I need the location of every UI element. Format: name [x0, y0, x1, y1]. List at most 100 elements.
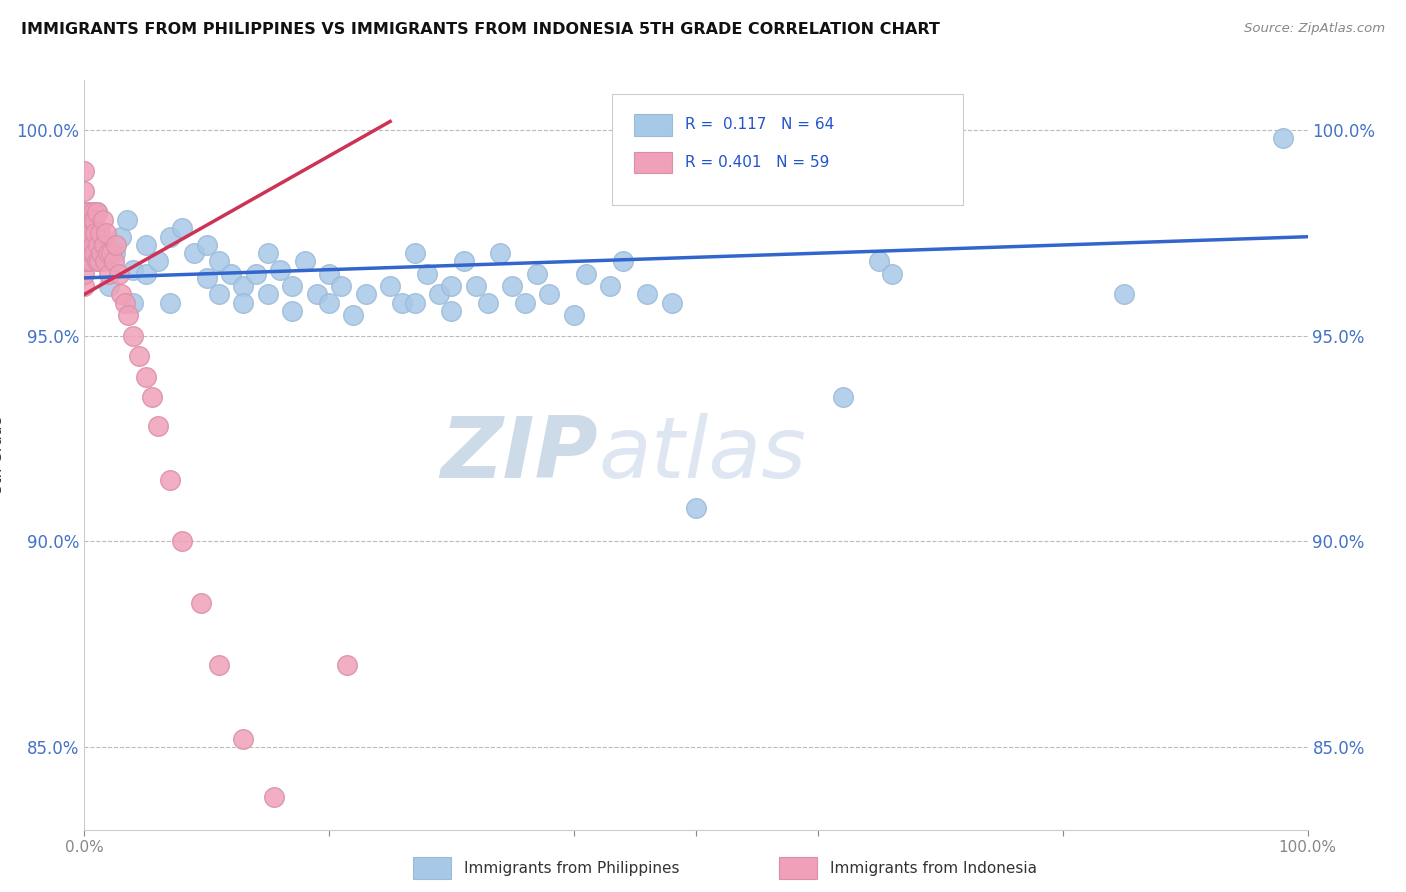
- Point: [159, 229, 181, 244]
- Point: [80, 246, 103, 260]
- Point: [91, 254, 114, 268]
- Point: [440, 303, 463, 318]
- Point: [172, 534, 194, 549]
- Point: [122, 295, 145, 310]
- Point: [195, 271, 218, 285]
- Point: [73, 267, 96, 281]
- Point: [232, 731, 254, 746]
- Point: [94, 254, 117, 268]
- Point: [73, 279, 96, 293]
- Point: [172, 221, 194, 235]
- Point: [97, 267, 120, 281]
- Point: [110, 229, 132, 244]
- Point: [73, 164, 96, 178]
- Point: [575, 267, 598, 281]
- Point: [91, 213, 114, 227]
- Point: [103, 254, 125, 268]
- Point: [82, 205, 104, 219]
- Point: [76, 238, 98, 252]
- Point: [489, 246, 512, 260]
- Point: [86, 254, 108, 268]
- Point: [89, 226, 111, 240]
- Point: [599, 279, 621, 293]
- Point: [141, 390, 163, 404]
- Point: [183, 246, 205, 260]
- Point: [87, 238, 110, 252]
- Text: Immigrants from Indonesia: Immigrants from Indonesia: [830, 862, 1036, 876]
- Point: [245, 267, 267, 281]
- Text: Source: ZipAtlas.com: Source: ZipAtlas.com: [1244, 22, 1385, 36]
- Point: [77, 246, 100, 260]
- Point: [146, 419, 169, 434]
- Point: [305, 287, 328, 301]
- Point: [73, 254, 96, 268]
- Point: [195, 238, 218, 252]
- Point: [294, 254, 316, 268]
- Point: [117, 308, 139, 322]
- Point: [107, 267, 129, 281]
- Point: [76, 254, 98, 268]
- Point: [80, 213, 103, 227]
- Point: [135, 369, 157, 384]
- Y-axis label: 5th Grade: 5th Grade: [0, 417, 6, 493]
- Point: [122, 262, 145, 277]
- Point: [880, 267, 903, 281]
- Point: [83, 213, 105, 227]
- Point: [77, 205, 100, 219]
- Point: [87, 254, 110, 268]
- Point: [159, 473, 181, 487]
- Point: [73, 238, 96, 252]
- Point: [263, 789, 285, 804]
- Point: [73, 185, 96, 199]
- Point: [115, 213, 138, 227]
- Point: [73, 226, 96, 240]
- Point: [831, 390, 853, 404]
- Point: [76, 226, 98, 240]
- Point: [538, 287, 561, 301]
- Point: [636, 287, 658, 301]
- Point: [104, 246, 127, 260]
- Point: [82, 238, 104, 252]
- Point: [77, 238, 100, 252]
- Text: IMMIGRANTS FROM PHILIPPINES VS IMMIGRANTS FROM INDONESIA 5TH GRADE CORRELATION C: IMMIGRANTS FROM PHILIPPINES VS IMMIGRANT…: [21, 22, 941, 37]
- Point: [208, 254, 231, 268]
- Point: [281, 303, 304, 318]
- Point: [208, 657, 231, 672]
- Point: [208, 287, 231, 301]
- Point: [257, 287, 280, 301]
- Point: [84, 226, 107, 240]
- Point: [336, 657, 359, 672]
- Point: [354, 287, 377, 301]
- Point: [93, 238, 115, 252]
- Point: [257, 246, 280, 260]
- Point: [146, 254, 169, 268]
- Point: [464, 279, 486, 293]
- Point: [190, 596, 212, 610]
- Point: [128, 349, 150, 363]
- Point: [97, 279, 120, 293]
- Point: [269, 262, 291, 277]
- Point: [318, 267, 340, 281]
- Point: [477, 295, 499, 310]
- Point: [77, 213, 100, 227]
- Point: [77, 226, 100, 240]
- Point: [73, 205, 96, 219]
- Point: [76, 205, 98, 219]
- Text: R = 0.401   N = 59: R = 0.401 N = 59: [685, 155, 830, 169]
- Point: [110, 287, 132, 301]
- Point: [526, 267, 548, 281]
- Point: [90, 246, 112, 260]
- Point: [232, 279, 254, 293]
- Point: [135, 267, 157, 281]
- Point: [612, 254, 634, 268]
- Point: [219, 267, 242, 281]
- Point: [299, 855, 322, 870]
- Point: [97, 246, 120, 260]
- Point: [100, 246, 122, 260]
- Point: [404, 246, 426, 260]
- Point: [318, 295, 340, 310]
- Point: [562, 308, 585, 322]
- Point: [685, 501, 707, 516]
- Point: [1272, 131, 1295, 145]
- Text: ZIP: ZIP: [440, 413, 598, 497]
